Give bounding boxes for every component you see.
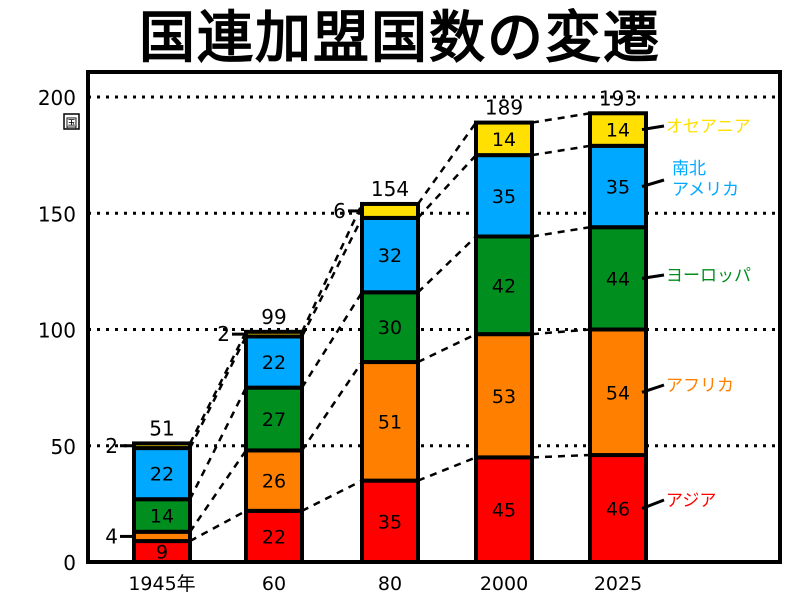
bar-segment [244, 334, 304, 390]
x-tick-label: 2000 [480, 573, 528, 595]
connector-line [300, 217, 364, 338]
connector-line [416, 121, 478, 205]
connector-line [188, 335, 248, 449]
connector-line [301, 479, 363, 512]
bar-segment [132, 497, 192, 534]
bar-segment [588, 143, 648, 230]
legend-leader [641, 124, 665, 132]
outside-value-label: 2 [105, 434, 118, 458]
connector-line [417, 154, 477, 219]
x-tick-label: 60 [262, 573, 286, 595]
segment-value: 46 [606, 499, 630, 521]
bar-total: 51 [149, 416, 174, 440]
legend-label: アメリカ [672, 180, 739, 200]
connector-line [417, 333, 477, 364]
bar-segment [474, 332, 534, 460]
connector-line [189, 509, 247, 543]
chart-title: 国連加盟国数の変遷 [139, 6, 661, 71]
y-tick-label: 200 [38, 86, 76, 110]
x-tick-label: 80 [378, 573, 402, 595]
legend-leader [641, 178, 665, 188]
segment-value: 14 [492, 129, 516, 151]
legend-label: 南北 [672, 159, 706, 179]
legend-label: アジア [666, 491, 716, 511]
y-tick-label: 50 [51, 435, 76, 459]
segment-value: 30 [378, 317, 402, 339]
segment-value: 45 [492, 500, 516, 522]
segment-value: 27 [262, 409, 286, 431]
bar-segment [474, 120, 534, 158]
segment-value: 51 [378, 411, 402, 433]
bar-segment [360, 360, 420, 483]
chart-frame [86, 70, 782, 562]
segment-value: 35 [606, 177, 630, 199]
segment-value: 42 [492, 275, 516, 297]
bar-segment [474, 234, 534, 337]
segment-value: 32 [378, 245, 402, 267]
x-tick-label: 2025 [594, 573, 642, 595]
connector-line [188, 331, 248, 444]
legend-leader [641, 273, 665, 280]
connector-line [531, 225, 591, 238]
bar-segment [244, 385, 304, 453]
connector-line [417, 235, 477, 294]
bar-segment [244, 329, 304, 339]
segment-value: 22 [150, 464, 174, 486]
legend-label: オセアニア [666, 117, 751, 137]
connector-line [188, 387, 248, 500]
bar-segment [360, 201, 420, 220]
connector-line [531, 112, 591, 124]
outside-value-label: 2 [217, 322, 230, 346]
outside-value-label: 4 [105, 524, 118, 548]
segment-value: 44 [606, 268, 630, 290]
legend-label: アフリカ [666, 376, 734, 396]
y-unit-label: 国 [65, 116, 77, 130]
segment-value: 14 [606, 120, 630, 142]
bar-total: 189 [485, 96, 523, 120]
bar-total: 99 [261, 305, 286, 329]
connector-line [188, 449, 248, 533]
bar-segment [244, 448, 304, 513]
segment-value: 26 [262, 471, 286, 493]
segment-value: 53 [492, 386, 516, 408]
segment-value: 54 [606, 382, 630, 404]
y-tick-label: 100 [38, 319, 76, 343]
connector-line [531, 328, 591, 336]
legend-leader [641, 383, 665, 394]
segment-value: 22 [262, 526, 286, 548]
connector-line [531, 453, 591, 459]
bar-total: 193 [599, 86, 637, 110]
connector-line [300, 203, 364, 333]
connector-line [300, 291, 364, 389]
bar-segment [474, 153, 534, 239]
segment-value: 9 [156, 542, 168, 564]
connector-line [300, 361, 364, 452]
outside-value-label: 6 [333, 199, 346, 223]
connector-line [417, 456, 477, 482]
unit-box [63, 113, 80, 130]
x-tick-label: 1945年 [128, 573, 195, 595]
legend-label: ヨーロッパ [666, 266, 751, 286]
y-tick-label: 150 [38, 202, 76, 226]
connector-line [531, 144, 591, 157]
bar-segment [360, 215, 420, 295]
segment-value: 14 [150, 506, 174, 528]
segment-value: 35 [492, 186, 516, 208]
segment-value: 35 [378, 511, 402, 533]
legend-leader [641, 498, 665, 510]
bar-segment [132, 441, 192, 451]
bar-segment [588, 111, 648, 148]
y-tick-label: 0 [63, 551, 76, 575]
bar-segment [474, 455, 534, 564]
bar-segment [244, 508, 304, 565]
bar-total: 154 [371, 177, 409, 201]
segment-value: 22 [262, 352, 286, 374]
